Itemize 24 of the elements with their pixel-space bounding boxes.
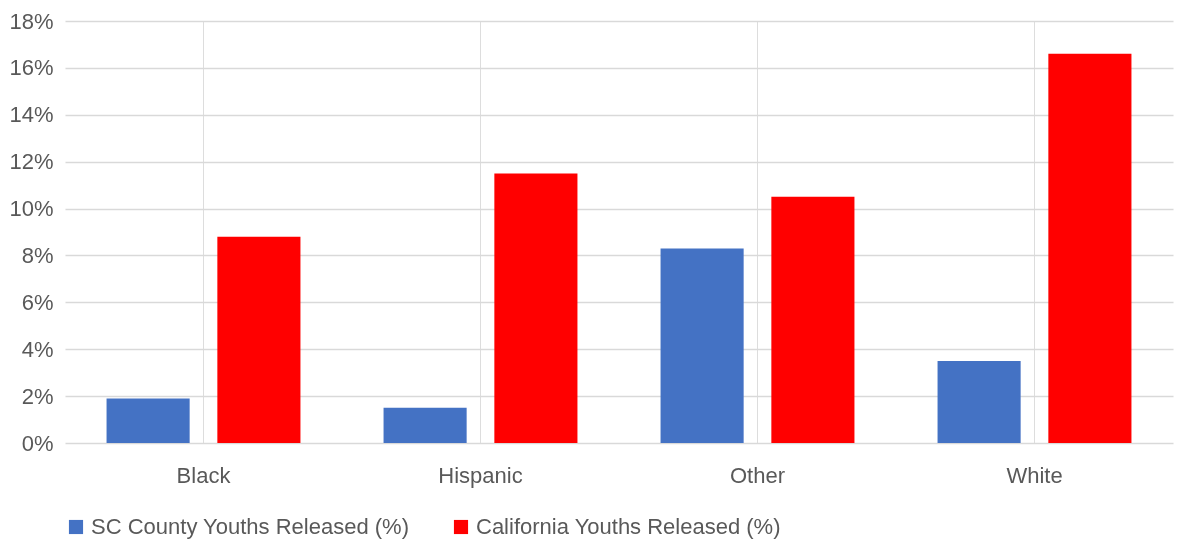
- bar: [771, 196, 855, 443]
- y-tick-label: 6%: [21, 289, 54, 315]
- x-tick-label: Other: [729, 462, 786, 488]
- y-tick-label: 16%: [9, 55, 54, 81]
- bar: [937, 360, 1021, 443]
- bar: [660, 248, 744, 443]
- bar: [494, 173, 578, 443]
- y-tick-label: 12%: [9, 149, 54, 175]
- legend-label: SC County Youths Released (%): [91, 514, 409, 539]
- y-tick-label: 8%: [21, 242, 54, 268]
- bar: [217, 236, 301, 443]
- y-tick-label: 10%: [9, 196, 54, 222]
- bar: [383, 407, 467, 443]
- bar: [1048, 53, 1132, 443]
- y-tick-label: 0%: [21, 430, 54, 456]
- x-tick-label: Black: [176, 462, 232, 488]
- y-tick-label: 4%: [21, 336, 54, 362]
- y-tick-label: 18%: [9, 8, 54, 34]
- y-tick-label: 14%: [9, 102, 54, 128]
- legend-label: California Youths Released (%): [476, 514, 781, 539]
- y-tick-label: 2%: [21, 383, 54, 409]
- bar: [106, 398, 190, 443]
- x-tick-label: Hispanic: [438, 462, 523, 488]
- x-tick-label: White: [1006, 462, 1063, 488]
